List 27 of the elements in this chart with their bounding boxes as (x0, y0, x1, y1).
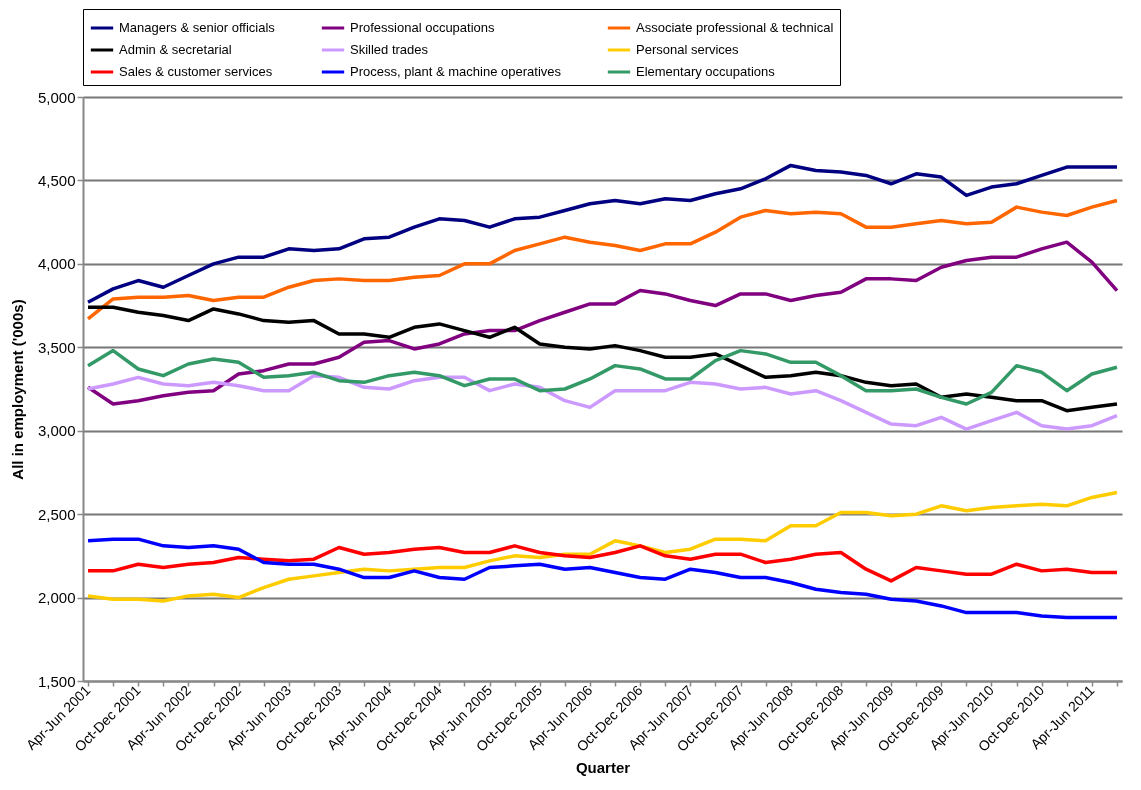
legend-label: Professional occupations (350, 20, 496, 35)
y-tick-label: 2,500 (37, 505, 76, 523)
line-series (86, 490, 1119, 603)
legend-label: Skilled trades (350, 42, 429, 57)
legend-label: Associate professional & technical (636, 20, 834, 35)
y-tick-label: 3,500 (37, 338, 76, 356)
line-series (86, 198, 1119, 321)
y-tick-label: 4,000 (37, 255, 76, 273)
line-series (86, 240, 1119, 406)
line-series (86, 305, 1119, 413)
line-series (86, 544, 1119, 583)
y-tick-label: 2,000 (37, 589, 76, 607)
line-series (86, 348, 1119, 406)
y-tick-label: 5,000 (37, 88, 76, 106)
legend-label: Admin & secretarial (119, 42, 232, 57)
legend-label: Elementary occupations (636, 64, 776, 79)
legend-label: Process, plant & machine operatives (350, 64, 562, 79)
y-tick-label: 3,000 (37, 422, 76, 440)
y-tick-label: 4,500 (37, 171, 76, 189)
legend-label: Managers & senior officials (119, 20, 276, 35)
line-series (86, 373, 1119, 431)
line-series (86, 537, 1119, 620)
y-axis-title: All in employment ('000s) (8, 299, 26, 480)
line-series (86, 163, 1119, 304)
legend-label: Sales & customer services (119, 64, 273, 79)
x-axis-title: Quarter (575, 758, 631, 776)
legend-label: Personal services (636, 42, 740, 57)
